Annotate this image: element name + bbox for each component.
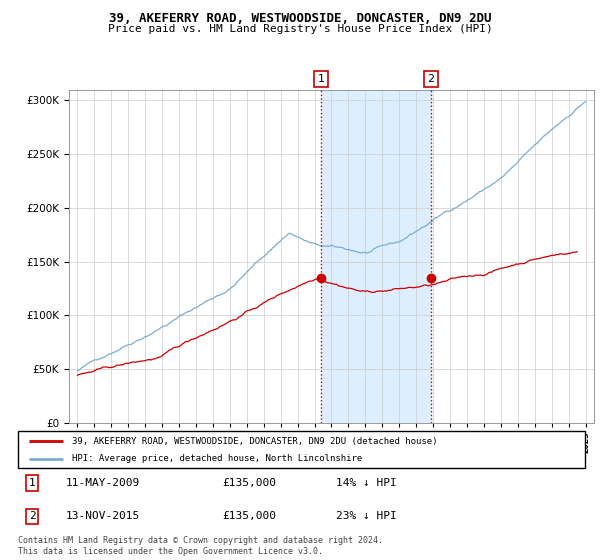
Text: 39, AKEFERRY ROAD, WESTWOODSIDE, DONCASTER, DN9 2DU: 39, AKEFERRY ROAD, WESTWOODSIDE, DONCAST… (109, 12, 491, 25)
Text: £135,000: £135,000 (222, 511, 276, 521)
Text: 1: 1 (317, 74, 325, 84)
FancyBboxPatch shape (18, 431, 585, 468)
Text: 23% ↓ HPI: 23% ↓ HPI (335, 511, 396, 521)
Text: 13-NOV-2015: 13-NOV-2015 (66, 511, 140, 521)
Bar (321, 90, 431, 423)
Text: 14% ↓ HPI: 14% ↓ HPI (335, 478, 396, 488)
Text: 11-MAY-2009: 11-MAY-2009 (66, 478, 140, 488)
Text: 2: 2 (29, 511, 35, 521)
Text: Price paid vs. HM Land Registry's House Price Index (HPI): Price paid vs. HM Land Registry's House … (107, 24, 493, 34)
Text: 1: 1 (29, 478, 35, 488)
Text: Contains HM Land Registry data © Crown copyright and database right 2024.
This d: Contains HM Land Registry data © Crown c… (18, 536, 383, 556)
Text: HPI: Average price, detached house, North Lincolnshire: HPI: Average price, detached house, Nort… (72, 454, 362, 463)
Text: 39, AKEFERRY ROAD, WESTWOODSIDE, DONCASTER, DN9 2DU (detached house): 39, AKEFERRY ROAD, WESTWOODSIDE, DONCAST… (72, 437, 437, 446)
Text: 2: 2 (427, 74, 434, 84)
Text: £135,000: £135,000 (222, 478, 276, 488)
